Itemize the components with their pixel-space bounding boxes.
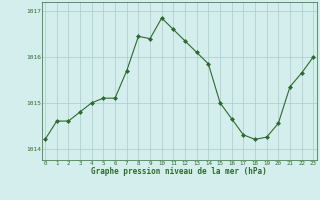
- X-axis label: Graphe pression niveau de la mer (hPa): Graphe pression niveau de la mer (hPa): [91, 167, 267, 176]
